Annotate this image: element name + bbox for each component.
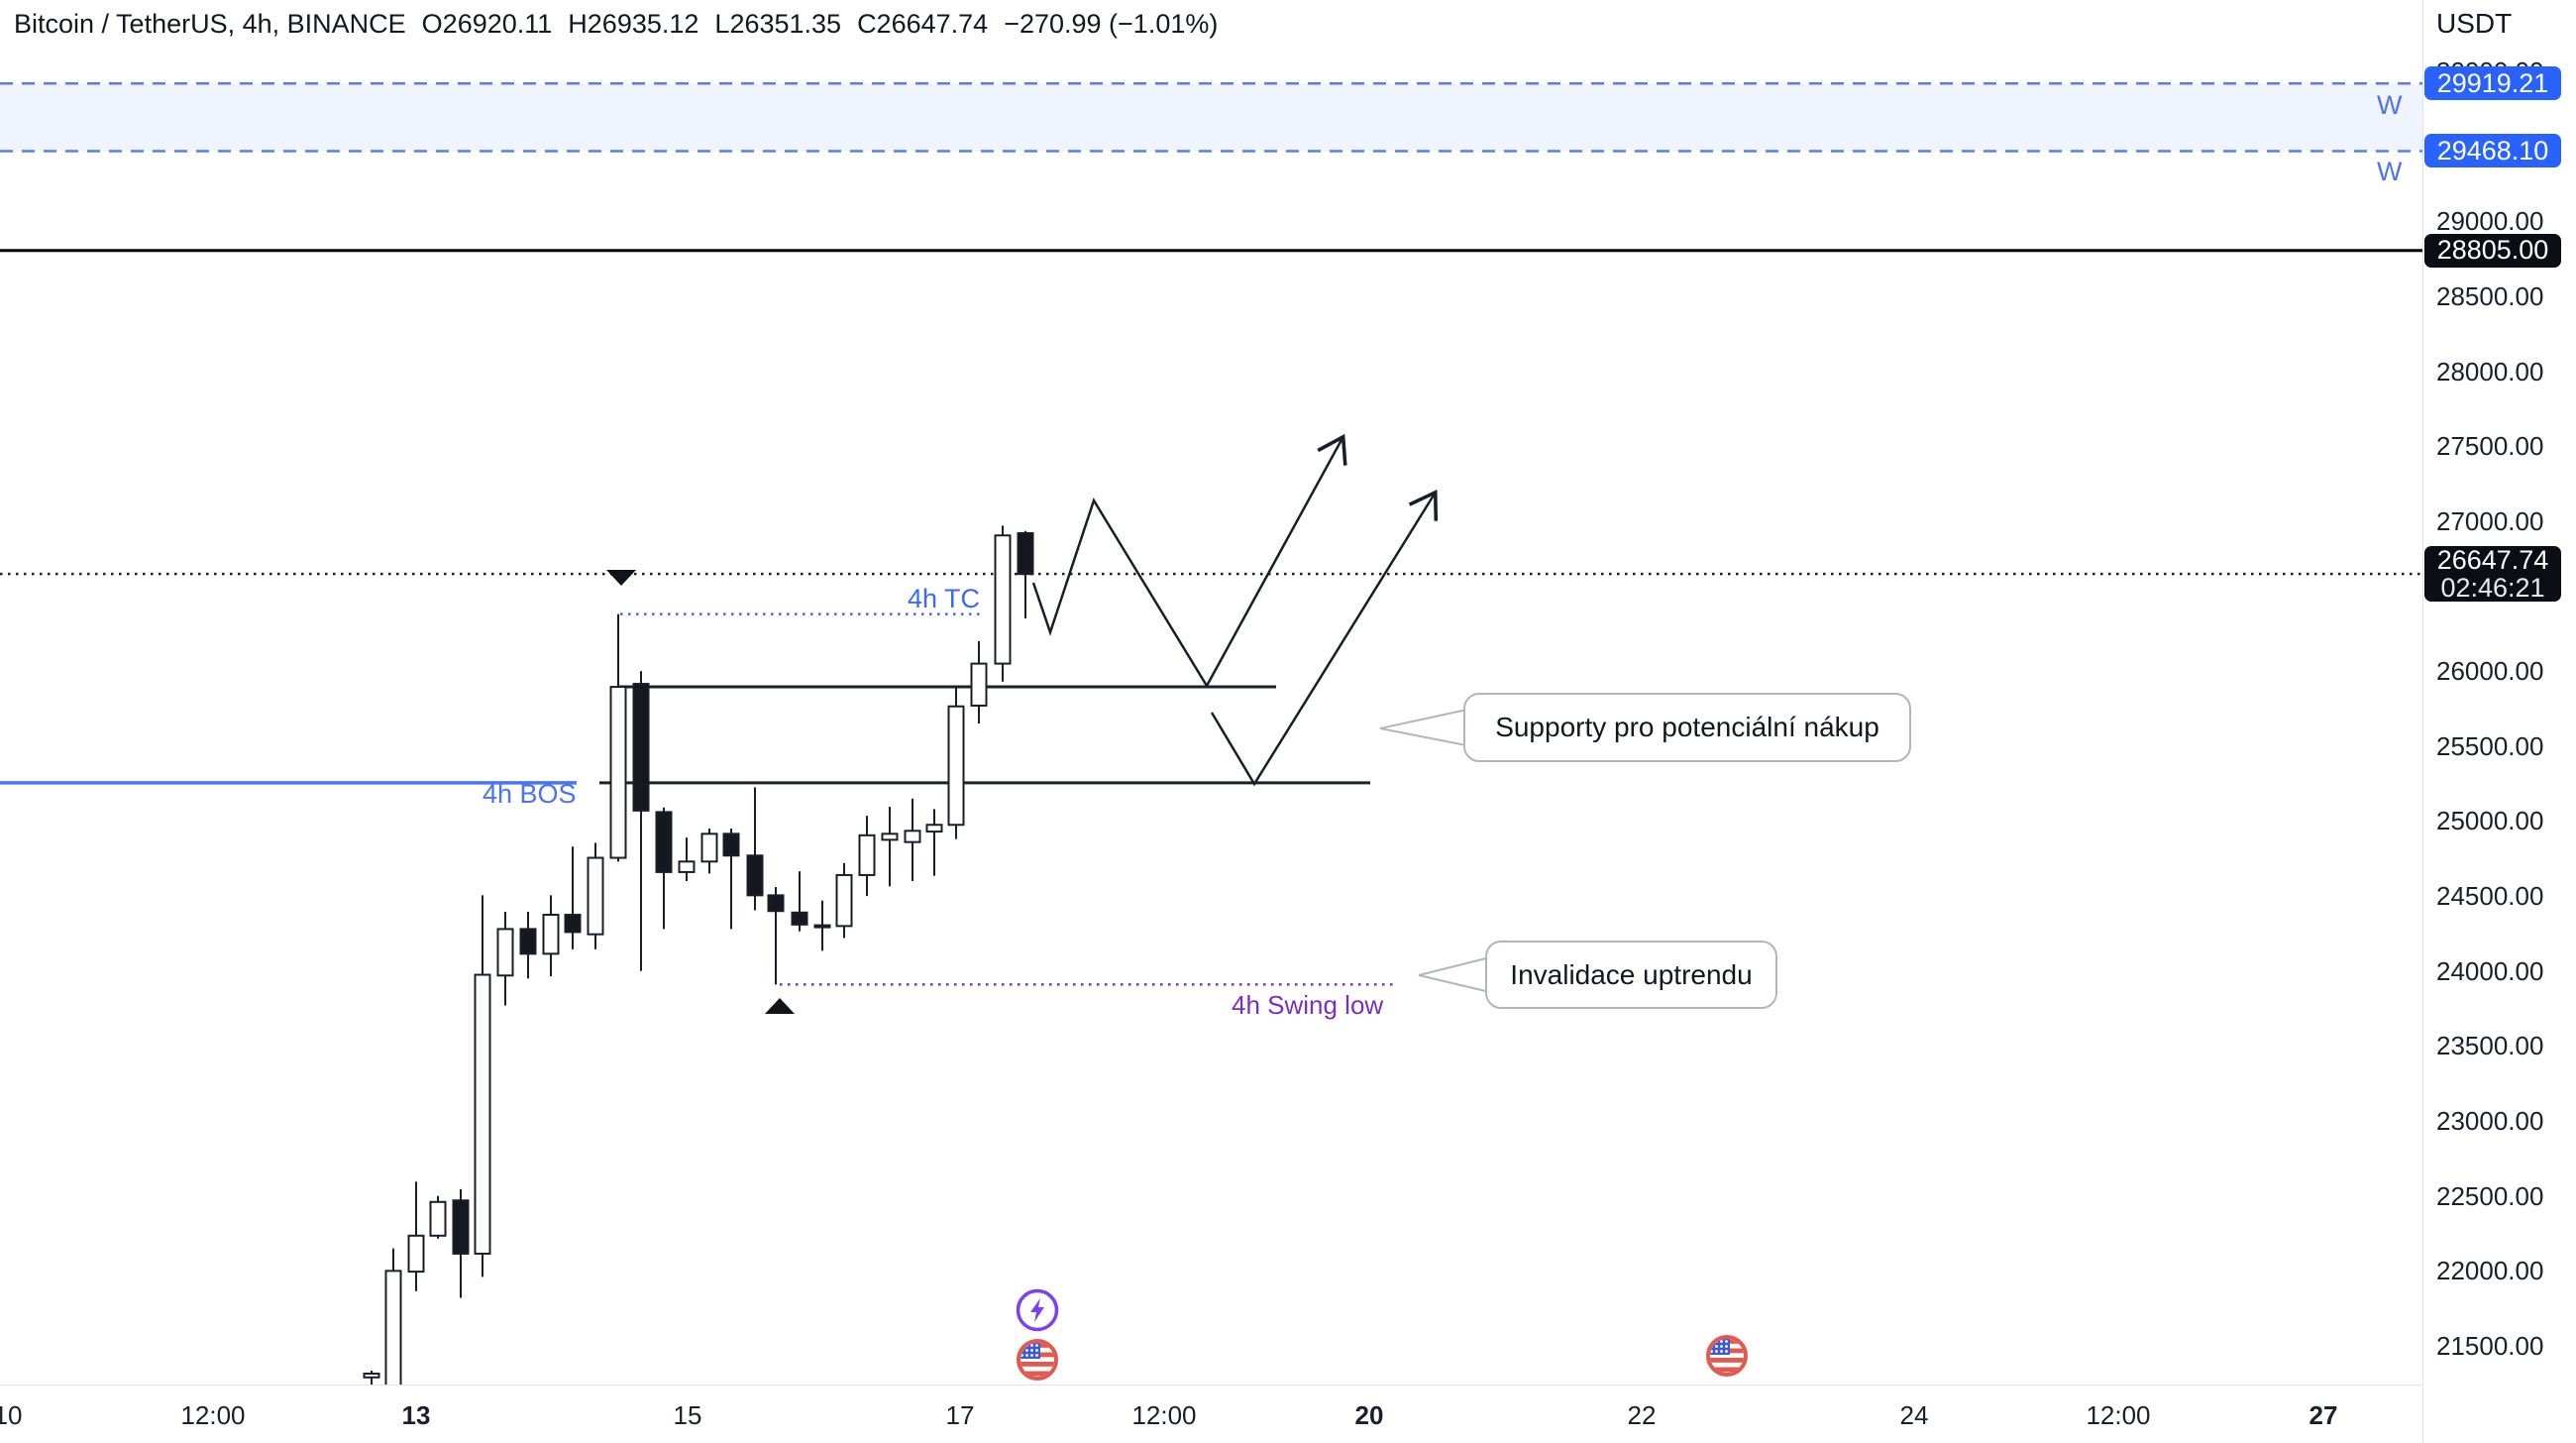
time-tick-label: 13	[401, 1400, 431, 1430]
candle	[904, 798, 921, 881]
candle	[542, 895, 560, 977]
price-tick-label: 29000.00	[2436, 206, 2544, 237]
last-price-value: 26647.74	[2436, 545, 2549, 576]
swing-low-label[interactable]: 4h Swing low	[1232, 990, 1384, 1020]
bos-label[interactable]: 4h BOS	[483, 779, 577, 809]
candle	[452, 1188, 470, 1298]
candle	[767, 887, 785, 985]
candle	[722, 829, 740, 930]
candle	[881, 807, 899, 887]
price-tick-label: 23000.00	[2436, 1106, 2544, 1137]
price-tick-label: 25500.00	[2436, 730, 2544, 761]
price-tick-label: 25000.00	[2436, 806, 2544, 836]
lightning-event-icon[interactable]	[1016, 1288, 1059, 1332]
candle	[746, 787, 764, 911]
candle	[813, 900, 831, 951]
time-axis[interactable]: 10 12:00 13 15 17 12:00 20 22 24 12:00 27	[0, 1385, 2576, 1443]
callout-invalidation[interactable]	[1418, 941, 1777, 1009]
weekly-zone-letter-1[interactable]: W	[2377, 157, 2403, 186]
callout-supports[interactable]	[1379, 693, 1911, 762]
projection-path-upper[interactable]	[1031, 433, 1347, 689]
candle	[655, 807, 673, 930]
candle	[835, 862, 853, 939]
candle	[858, 816, 876, 897]
price-change: −270.99 (−1.01%)	[1004, 8, 1219, 39]
triangle-up-marker	[765, 998, 795, 1014]
price-tick-label: 26000.00	[2436, 656, 2544, 687]
candle	[791, 871, 808, 932]
price-tick-label: 22000.00	[2436, 1256, 2544, 1286]
price-tick-label: 21500.00	[2436, 1331, 2544, 1361]
price-axis[interactable]: USDT 30000.0029500.0029000.0028500.00280…	[2422, 0, 2576, 1443]
time-tick-label: 12:00	[2086, 1400, 2151, 1430]
ohlc-low: L26351.35	[714, 8, 842, 39]
candle	[632, 671, 650, 971]
ohlc-high: H26935.12	[568, 8, 699, 39]
price-tick-label: 23500.00	[2436, 1031, 2544, 1061]
candle	[496, 912, 514, 1006]
last-price-badge: 26647.74 02:46:21	[2424, 545, 2561, 604]
symbol-ohlc-header[interactable]: Bitcoin / TetherUS, 4h, BINANCE O26920.1…	[14, 8, 1218, 40]
weekly-zone[interactable]	[0, 83, 2422, 152]
candle	[700, 829, 718, 874]
candle	[994, 525, 1012, 682]
time-tick-label: 15	[673, 1400, 702, 1430]
time-tick-label: 17	[945, 1400, 975, 1430]
tc-label[interactable]: 4h TC	[908, 584, 981, 613]
candle	[429, 1195, 447, 1239]
candle	[1017, 530, 1034, 619]
callout-supports-text[interactable]: Supporty pro potenciální nákup	[1495, 712, 1879, 742]
candle	[363, 1370, 380, 1385]
candle	[587, 842, 604, 949]
time-tick-label: 12:00	[180, 1400, 246, 1430]
price-tick-label: 24000.00	[2436, 955, 2544, 986]
price-tick-label: 24500.00	[2436, 881, 2544, 912]
candle	[384, 1248, 402, 1385]
time-tick-label: 24	[1899, 1400, 1929, 1430]
ohlc-close: C26647.74	[857, 8, 989, 39]
time-tick-label: 20	[1354, 1400, 1384, 1430]
projection-path-lower[interactable]	[1210, 489, 1439, 787]
candle	[925, 809, 943, 876]
callout-invalidation-text[interactable]: Invalidace uptrendu	[1510, 958, 1753, 990]
candle	[678, 837, 696, 881]
bar-countdown: 02:46:21	[2440, 573, 2545, 604]
candle	[564, 846, 582, 949]
price-tick-label: 22500.00	[2436, 1180, 2544, 1211]
time-tick-label: 10	[0, 1400, 23, 1430]
price-level-badge: 28805.00	[2424, 233, 2561, 268]
candle	[407, 1181, 425, 1291]
triangle-down-marker	[606, 570, 636, 586]
candle	[947, 686, 965, 839]
price-tick-label: 28000.00	[2436, 356, 2544, 387]
currency-label: USDT	[2436, 8, 2513, 39]
price-tick-label: 28500.00	[2436, 280, 2544, 311]
time-tick-label: 22	[1627, 1400, 1657, 1430]
candle	[519, 912, 537, 979]
price-tick-label: 27000.00	[2436, 505, 2544, 536]
price-tick-label: 27500.00	[2436, 431, 2544, 462]
candle	[474, 895, 491, 1277]
time-tick-label: 12:00	[1131, 1400, 1197, 1430]
symbol-title[interactable]: Bitcoin / TetherUS, 4h, BINANCE	[14, 8, 406, 39]
candle	[970, 640, 988, 724]
weekly-zone-letter-0[interactable]: W	[2377, 90, 2403, 120]
ohlc-open: O26920.11	[421, 8, 553, 39]
price-level-badge: 29919.21	[2424, 66, 2561, 101]
time-tick-label: 27	[2308, 1400, 2338, 1430]
us-flag-event-icon[interactable]	[1017, 1339, 1058, 1381]
candle	[609, 613, 627, 862]
price-level-badge: 29468.10	[2424, 134, 2561, 168]
us-flag-event-icon[interactable]	[1706, 1335, 1748, 1377]
